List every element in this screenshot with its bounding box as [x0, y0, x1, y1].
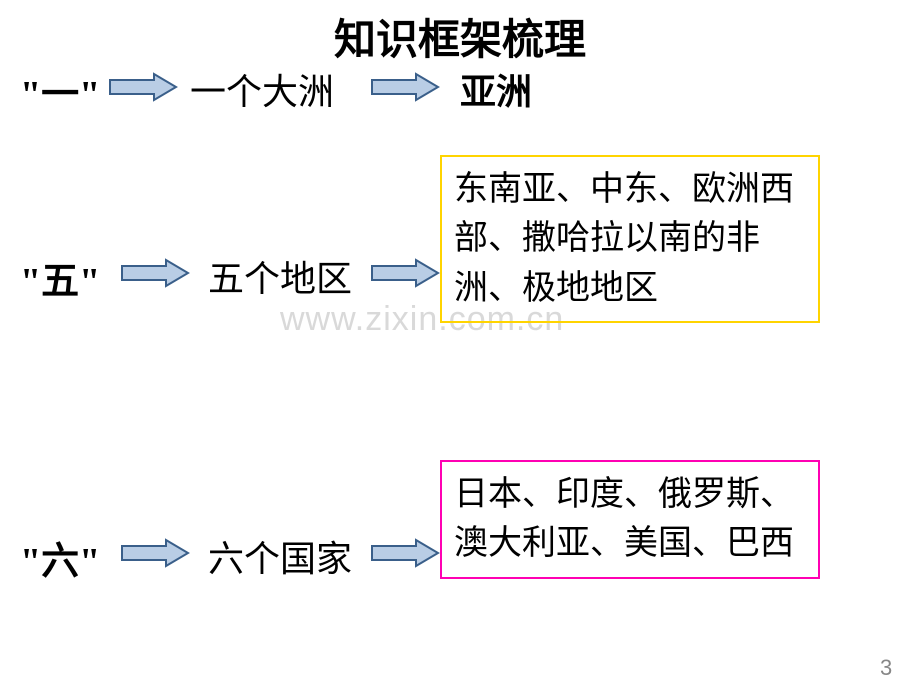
arrow-icon	[108, 72, 178, 102]
arrow-icon	[370, 538, 440, 568]
row-six-box: 日本、印度、俄罗斯、 澳大利亚、美国、巴西	[440, 460, 820, 579]
row-five-label: "五"	[20, 250, 100, 305]
row-six-label: "六"	[20, 530, 100, 585]
arrow-icon	[370, 258, 440, 288]
arrow-icon	[120, 538, 190, 568]
row-one-label: "一"	[20, 63, 100, 118]
row-five-mid: 五个地区	[208, 250, 352, 302]
page-number: 3	[880, 655, 892, 681]
arrow-icon	[370, 72, 440, 102]
row-five-box: 东南亚、中东、欧洲西部、撒哈拉以南的非洲、极地地区	[440, 155, 820, 323]
row-one-mid: 一个大洲	[190, 63, 334, 115]
page-title: 知识框架梳理	[0, 6, 920, 67]
row-one-right: 亚洲	[460, 63, 532, 115]
arrow-icon	[120, 258, 190, 288]
row-six-mid: 六个国家	[208, 530, 352, 582]
